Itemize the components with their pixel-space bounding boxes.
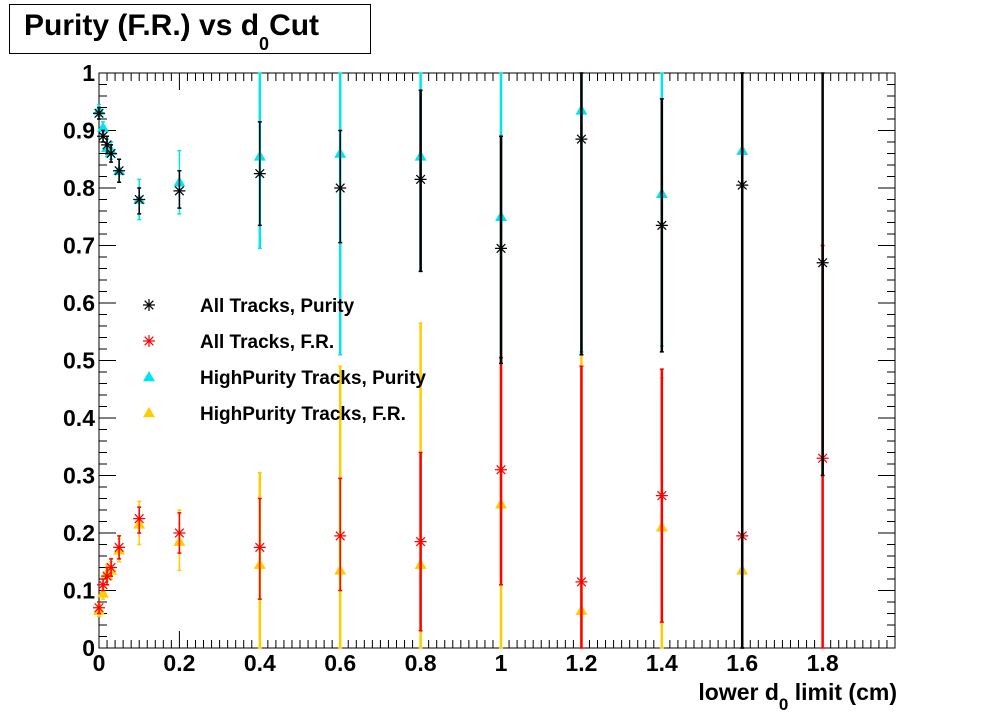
data-point: [97, 578, 110, 591]
data-point: [575, 575, 588, 588]
y-tick-label: 0.6: [63, 290, 95, 316]
data-point: [334, 529, 347, 542]
data-point: [97, 121, 110, 132]
series-2: [93, 72, 829, 649]
data-point: [173, 527, 186, 539]
y-tick-label: 0.8: [63, 175, 95, 201]
data-point: [93, 107, 105, 120]
data-point: [173, 184, 186, 197]
y-tick-label: 0.4: [63, 405, 95, 431]
chart-title: Purity (F.R.) vs d0Cut: [24, 9, 320, 54]
data-point: [495, 463, 508, 476]
data-point: [101, 570, 114, 583]
x-tick-label: 0.2: [163, 650, 195, 676]
y-tick-label: 1: [82, 60, 95, 86]
data-point: [655, 219, 668, 232]
y-tick-label: 0.5: [63, 348, 95, 374]
data-point: [113, 164, 126, 177]
data-point: [414, 173, 427, 186]
legend-label: HighPurity Tracks, Purity: [200, 368, 426, 389]
data-series: [93, 72, 829, 649]
data-point: [133, 193, 146, 206]
x-axis-label-post: limit (cm): [788, 679, 897, 705]
y-tick-label: 0.3: [63, 463, 95, 489]
chart-title-main: Purity (F.R.) vs d: [24, 9, 260, 42]
series-1: [93, 72, 829, 649]
y-tick-label: 0: [82, 635, 95, 661]
data-point: [414, 535, 427, 548]
data-point: [113, 541, 126, 554]
data-point: [97, 130, 110, 143]
plot-frame: [98, 72, 896, 649]
x-axis-label: lower d0 limit (cm): [698, 679, 897, 714]
x-tick-label: 1: [495, 650, 508, 676]
y-tick-label: 0.7: [63, 233, 95, 259]
x-tick-label: 0: [93, 650, 106, 676]
x-tick-label: 0.6: [324, 650, 356, 676]
x-tick-label: 0.8: [405, 650, 437, 676]
legend-marker: [143, 407, 155, 418]
x-tick-label: 0.4: [244, 650, 276, 676]
data-point: [93, 601, 105, 614]
data-point: [97, 587, 110, 598]
x-axis-label-pre: lower d: [698, 679, 779, 705]
legend-marker: [143, 335, 155, 347]
axis-tick-labels: 0 0.1 0.2 0.3 0.4 0.5 0.6 0.7 0.8 0.9 1 0 0.2 0.4 0.6 0…: [63, 60, 839, 676]
legend-marker: [143, 299, 155, 311]
x-tick-label: 1.2: [565, 650, 597, 676]
x-axis-label-sub: 0: [779, 695, 788, 714]
legend: All Tracks, Purity All Tracks, F.R. HighPu…: [143, 296, 426, 425]
data-point: [253, 541, 266, 554]
chart-title-box: Purity (F.R.) vs d0Cut: [9, 4, 371, 54]
data-point: [495, 242, 508, 255]
y-tick-label: 0.9: [63, 118, 95, 144]
y-tick-label: 0.1: [63, 578, 95, 604]
x-tick-label: 1.6: [726, 650, 758, 676]
x-tick-label: 1.8: [807, 650, 839, 676]
chart-title-sub: 0: [259, 34, 270, 54]
axis-ticks: [98, 72, 895, 649]
data-point: [655, 489, 668, 502]
chart-title-tail: Cut: [269, 9, 320, 42]
x-tick-label: 1.4: [646, 650, 678, 676]
data-point: [575, 133, 588, 146]
data-point: [105, 561, 118, 574]
y-tick-label: 0.2: [63, 520, 95, 546]
data-point: [101, 138, 114, 151]
data-point: [736, 179, 749, 192]
data-point: [334, 182, 347, 194]
data-point: [816, 256, 829, 269]
legend-label: All Tracks, F.R.: [200, 332, 334, 353]
legend-marker: [143, 371, 155, 382]
data-point: [253, 167, 266, 180]
legend-label: HighPurity Tracks, F.R.: [200, 404, 406, 425]
data-point: [133, 512, 146, 525]
legend-label: All Tracks, Purity: [200, 296, 355, 317]
data-point: [105, 147, 118, 160]
